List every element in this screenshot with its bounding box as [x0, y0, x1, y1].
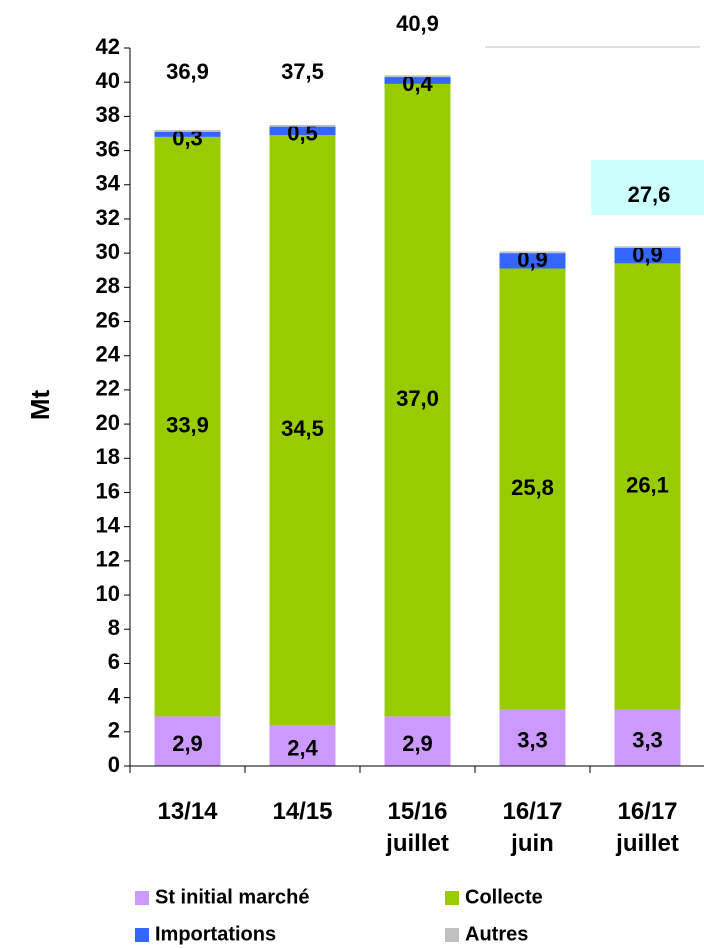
y-tick-label: 10 — [96, 581, 120, 606]
bar-segment — [269, 135, 336, 725]
data-label: 0,4 — [402, 71, 433, 96]
bar-segment — [499, 709, 566, 766]
y-axis-label: Mt — [25, 390, 55, 421]
y-tick-label: 14 — [96, 512, 121, 537]
y-tick-label: 24 — [96, 342, 121, 367]
legend-label: Importations — [155, 923, 276, 945]
bar-segment — [154, 131, 221, 137]
x-tick-label: 13/14 — [157, 798, 218, 825]
bar-segment — [384, 83, 451, 717]
bar-segment — [269, 126, 336, 136]
y-tick-label: 18 — [96, 444, 120, 469]
data-label: 0,3 — [172, 126, 203, 151]
data-label: 0,9 — [632, 242, 663, 267]
bar-segment — [614, 246, 681, 249]
data-label: 26,1 — [626, 472, 669, 497]
bar-segment — [154, 716, 221, 766]
annotation-text: 27,6 — [628, 182, 671, 207]
legend-label: Autres — [465, 923, 528, 945]
bar-segment — [384, 77, 451, 84]
total-label: 40,9 — [396, 11, 439, 36]
data-label: 25,8 — [511, 475, 554, 500]
data-label: 2,9 — [172, 731, 203, 756]
y-tick-label: 42 — [96, 34, 120, 59]
y-tick-label: 38 — [96, 102, 120, 127]
legend-swatch — [445, 891, 459, 905]
bar-segment — [154, 130, 221, 132]
y-tick-label: 36 — [96, 136, 120, 161]
data-label: 0,5 — [287, 120, 318, 145]
bar-segment — [269, 124, 336, 127]
bar-segment — [384, 716, 451, 766]
y-tick-label: 2 — [108, 718, 120, 743]
annotation-box — [591, 160, 704, 215]
y-tick-label: 22 — [96, 376, 120, 401]
x-tick-label: 16/17 juin — [502, 798, 563, 857]
bar-segment — [384, 75, 451, 78]
data-label: 2,9 — [402, 731, 433, 756]
x-tick-label: 15/16 juillet — [386, 798, 449, 857]
bar-segment — [154, 136, 221, 717]
bar-segment — [614, 248, 681, 264]
x-tick-label: 14/15 — [272, 798, 333, 825]
y-tick-label: 20 — [96, 410, 120, 435]
data-label: 0,9 — [517, 247, 548, 272]
total-label: 36,9 — [166, 59, 209, 84]
legend-label: Collecte — [465, 886, 543, 908]
y-tick-label: 34 — [96, 171, 121, 196]
x-tick-label: 16/17 juillet — [616, 798, 679, 857]
y-tick-label: 12 — [96, 547, 120, 572]
y-tick-label: 8 — [108, 615, 120, 640]
y-tick-label: 40 — [96, 68, 120, 93]
bar-segment — [499, 251, 566, 254]
bar-segment — [614, 709, 681, 766]
y-tick-label: 26 — [96, 307, 120, 332]
data-label: 2,4 — [287, 735, 318, 760]
y-tick-label: 30 — [96, 239, 120, 264]
bar-segment — [499, 253, 566, 269]
y-tick-label: 32 — [96, 205, 120, 230]
y-tick-label: 4 — [108, 683, 121, 708]
y-tick-label: 16 — [96, 478, 120, 503]
legend-swatch — [135, 928, 149, 942]
y-tick-label: 6 — [108, 649, 120, 674]
legend-label: St initial marché — [155, 886, 310, 908]
legend-swatch — [135, 891, 149, 905]
data-label: 34,5 — [281, 416, 324, 441]
total-label: 37,5 — [281, 59, 324, 84]
data-label: 37,0 — [396, 386, 439, 411]
y-tick-label: 0 — [108, 752, 120, 777]
y-tick-label: 28 — [96, 273, 120, 298]
bar-segment — [499, 268, 566, 710]
bar-segment — [269, 724, 336, 766]
bar-segment — [614, 263, 681, 710]
data-label: 3,3 — [632, 728, 663, 753]
data-label: 3,3 — [517, 728, 548, 753]
legend-swatch — [445, 928, 459, 942]
data-label: 33,9 — [166, 412, 209, 437]
